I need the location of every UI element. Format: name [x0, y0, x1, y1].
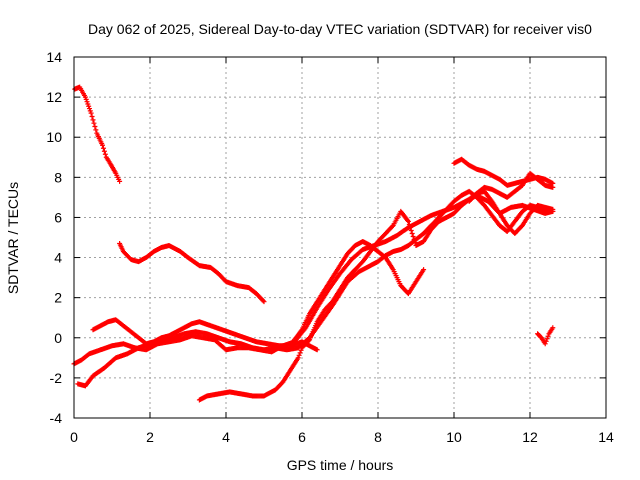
data-point [314, 347, 320, 353]
data-point [102, 151, 108, 157]
data-point [100, 145, 106, 151]
series-track-6 [196, 188, 556, 403]
series-track-7 [291, 239, 427, 343]
data-point [389, 223, 395, 229]
data-point [298, 347, 304, 353]
data-point [550, 184, 556, 190]
data-point [101, 148, 107, 154]
series-track-10 [535, 325, 556, 347]
data-point [82, 94, 88, 100]
x-axis-label: GPS time / hours [287, 457, 394, 473]
data-point [550, 206, 556, 212]
x-tick-label: 2 [146, 429, 154, 445]
data-point [544, 336, 550, 342]
series-track-9 [466, 170, 556, 204]
data-point [550, 325, 556, 331]
data-point [296, 352, 302, 358]
data-point [100, 142, 105, 148]
x-tick-label: 12 [522, 429, 538, 445]
data-point [89, 113, 95, 119]
data-point [411, 237, 417, 243]
x-tick-labels: 0 2 4 6 8 10 12 14 [70, 429, 614, 445]
axis-ticks [73, 56, 607, 419]
data-point [295, 355, 301, 361]
data-point [260, 298, 266, 304]
x-tick-label: 6 [298, 429, 306, 445]
chart-title: Day 062 of 2025, Sidereal Day-to-day VTE… [88, 21, 592, 37]
data-point [85, 101, 91, 107]
y-axis-label: SDTVAR / TECUs [5, 182, 21, 294]
data-point [412, 240, 418, 246]
y-tick-label: 4 [54, 250, 62, 266]
y-tick-label: 6 [54, 209, 62, 225]
data-point [408, 227, 414, 233]
data-point [90, 117, 96, 123]
series-track-5 [75, 188, 556, 389]
y-tick-label: 0 [54, 330, 62, 346]
data-point [88, 110, 94, 116]
x-tick-label: 4 [222, 429, 230, 445]
series-track-1 [72, 84, 123, 184]
data-point [410, 233, 416, 239]
y-tick-label: -4 [50, 410, 63, 426]
data-point [545, 333, 551, 339]
data-point [93, 127, 99, 133]
data-point [86, 106, 92, 112]
y-tick-label: -2 [50, 370, 63, 386]
data-point [406, 221, 412, 227]
data-point [409, 230, 415, 236]
series-track-2 [117, 241, 267, 305]
data-point [87, 108, 93, 114]
y-tick-label: 12 [46, 89, 62, 105]
y-tick-label: 8 [54, 169, 62, 185]
grid-lines [74, 57, 606, 418]
data-point [306, 338, 312, 344]
data-point [92, 124, 98, 130]
data-point [91, 120, 97, 126]
data-point [117, 178, 123, 184]
data-point [421, 267, 427, 273]
data-point [405, 218, 411, 224]
plot-frame [73, 56, 607, 419]
data-point [407, 224, 413, 230]
data-point [84, 99, 90, 105]
y-tick-label: 14 [46, 49, 62, 65]
y-tick-label: 2 [54, 290, 62, 306]
x-tick-label: 8 [374, 429, 382, 445]
data-point [261, 299, 267, 305]
y-tick-label: 10 [46, 129, 62, 145]
x-tick-label: 0 [70, 429, 78, 445]
data-point [543, 338, 549, 344]
data-point [297, 350, 303, 356]
y-tick-labels: -4 -2 0 2 4 6 8 10 12 14 [46, 49, 62, 426]
data-point [542, 341, 548, 347]
x-tick-label: 14 [598, 429, 614, 445]
data-point [83, 96, 89, 102]
data-markers [71, 84, 556, 403]
data-point [86, 103, 92, 109]
x-tick-label: 10 [446, 429, 462, 445]
